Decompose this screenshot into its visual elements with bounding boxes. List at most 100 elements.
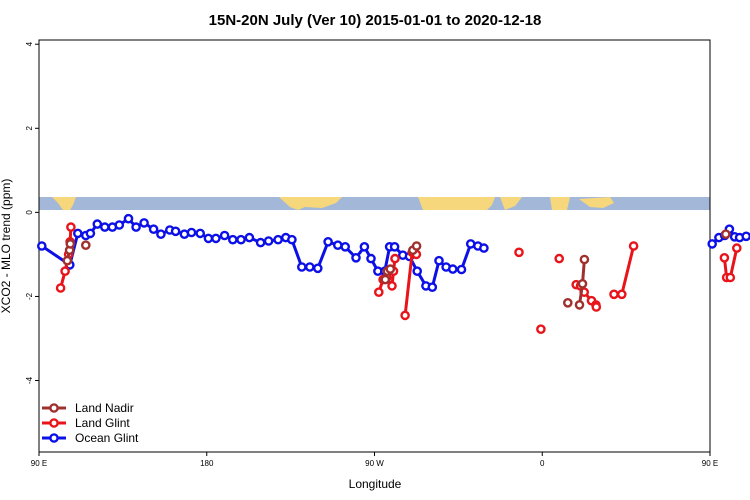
x-tick-label: 90 E xyxy=(702,459,718,468)
ocean-band xyxy=(39,197,710,210)
legend-label: Land Nadir xyxy=(75,401,134,415)
data-point-land-nadir xyxy=(62,255,73,266)
data-point-land-nadir xyxy=(411,241,422,251)
data-point-ocean-glint xyxy=(389,241,400,252)
data-point-ocean-glint xyxy=(123,213,134,224)
data-point-ocean-glint xyxy=(139,218,149,228)
y-axis-label: XCO2 - MLO trend (ppm) xyxy=(0,179,13,314)
data-point-land-glint xyxy=(719,252,730,263)
land-shape xyxy=(279,197,342,210)
series-line-land-glint xyxy=(614,245,636,296)
data-point-ocean-glint xyxy=(255,237,266,248)
land-shape xyxy=(418,197,495,210)
data-point-land-nadir xyxy=(563,297,573,308)
data-point-land-glint xyxy=(609,289,619,300)
data-point-ocean-glint xyxy=(244,232,255,243)
x-tick-label: 180 xyxy=(200,459,214,468)
y-tick-label: -2 xyxy=(25,292,34,300)
data-point-ocean-glint xyxy=(359,241,370,252)
data-point-land-glint xyxy=(400,310,410,321)
data-point-ocean-glint xyxy=(340,241,351,252)
data-point-ocean-glint xyxy=(114,220,125,230)
chart-title: 15N-20N July (Ver 10) 2015-01-01 to 2020… xyxy=(209,12,542,29)
land-shape xyxy=(550,197,570,210)
x-axis: 90 E 180 90 W 0 90 E xyxy=(31,452,718,468)
x-tick-label: 0 xyxy=(540,459,545,468)
legend-marker xyxy=(49,418,59,428)
data-point-land-nadir xyxy=(574,300,585,310)
data-point-land-nadir xyxy=(81,240,91,250)
data-point-land-glint xyxy=(60,266,70,277)
x-tick-label: 90 W xyxy=(365,459,384,468)
data-point-land-glint xyxy=(554,253,565,264)
data-point-ocean-glint xyxy=(92,219,103,229)
data-point-ocean-glint xyxy=(707,239,718,249)
data-point-ocean-glint xyxy=(412,266,423,277)
data-point-ocean-glint xyxy=(366,253,376,264)
legend-marker xyxy=(49,403,59,413)
legend-label: Land Glint xyxy=(75,416,130,430)
land-shape xyxy=(52,197,76,210)
data-point-ocean-glint xyxy=(85,228,96,239)
x-tick-label: 90 E xyxy=(31,459,47,468)
data-point-ocean-glint xyxy=(227,234,238,245)
data-point-ocean-glint xyxy=(741,231,750,242)
data-point-land-glint xyxy=(390,253,400,264)
data-point-ocean-glint xyxy=(73,228,83,239)
data-point-ocean-glint xyxy=(211,233,221,244)
legend-label: Ocean Glint xyxy=(75,431,139,445)
data-point-ocean-glint xyxy=(195,228,205,239)
data-point-ocean-glint xyxy=(148,224,159,234)
data-point-ocean-glint xyxy=(434,255,444,266)
data-point-land-glint xyxy=(514,247,524,258)
data-point-land-glint xyxy=(617,289,627,300)
data-point-land-nadir xyxy=(65,239,76,249)
data-point-land-nadir xyxy=(579,254,590,265)
land-shape xyxy=(579,197,614,208)
data-point-ocean-glint xyxy=(37,241,47,251)
series-land-nadir xyxy=(62,229,731,310)
data-point-ocean-glint xyxy=(296,262,307,272)
data-point-ocean-glint xyxy=(323,236,333,247)
data-point-ocean-glint xyxy=(312,263,323,274)
data-point-land-glint xyxy=(628,241,639,251)
data-point-ocean-glint xyxy=(351,252,361,263)
data-point-ocean-glint xyxy=(273,234,283,245)
data-point-ocean-glint xyxy=(263,236,274,246)
data-point-land-nadir xyxy=(380,274,391,285)
data-point-land-glint xyxy=(387,281,397,291)
data-point-ocean-glint xyxy=(332,240,343,250)
data-point-land-glint xyxy=(591,302,602,312)
data-point-ocean-glint xyxy=(304,262,315,272)
map-strip xyxy=(39,197,710,210)
data-point-land-nadir xyxy=(721,229,731,239)
series-line-land-glint xyxy=(403,250,418,316)
y-tick-label: 2 xyxy=(25,126,34,131)
series-ocean-glint xyxy=(37,213,750,293)
data-point-ocean-glint xyxy=(447,264,458,274)
x-axis-label: Longitude xyxy=(349,477,402,491)
y-tick-label: 4 xyxy=(25,41,34,46)
data-point-ocean-glint xyxy=(170,226,181,237)
data-point-ocean-glint xyxy=(186,227,197,238)
data-point-land-glint xyxy=(732,243,742,253)
data-point-land-nadir xyxy=(385,264,396,274)
data-point-ocean-glint xyxy=(100,222,110,232)
y-tick-label: -4 xyxy=(25,376,34,384)
data-point-ocean-glint xyxy=(156,229,166,239)
data-point-land-glint xyxy=(536,324,546,335)
data-point-land-glint xyxy=(66,222,76,232)
data-point-ocean-glint xyxy=(287,234,297,245)
data-point-ocean-glint xyxy=(456,264,467,275)
data-point-land-glint xyxy=(55,283,66,293)
land-shape xyxy=(500,197,522,210)
data-point-land-glint xyxy=(373,287,384,298)
data-point-ocean-glint xyxy=(219,230,230,241)
data-point-ocean-glint xyxy=(203,233,214,244)
plot-frame xyxy=(38,39,711,453)
data-point-ocean-glint xyxy=(236,234,246,245)
data-point-ocean-glint xyxy=(427,282,438,293)
data-point-land-glint xyxy=(725,272,736,283)
